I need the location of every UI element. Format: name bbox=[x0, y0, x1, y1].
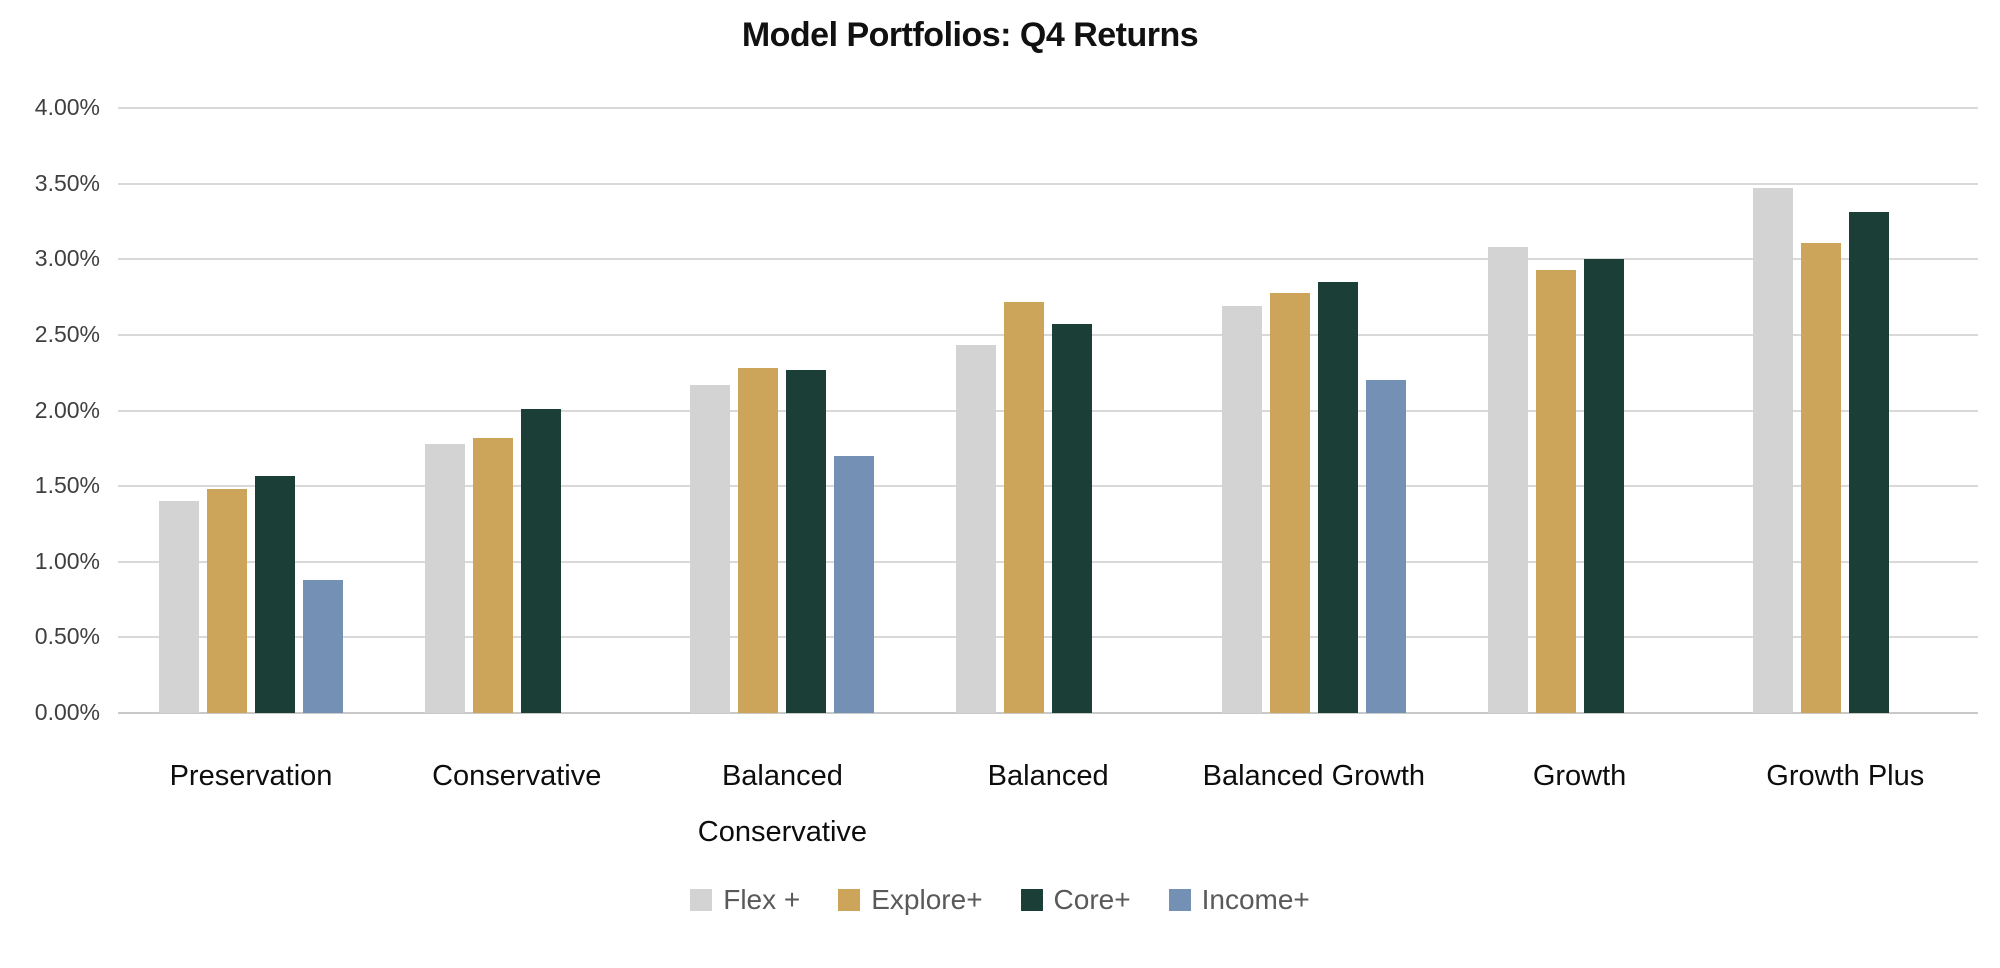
x-category-label: Conservative bbox=[432, 760, 602, 792]
gridline bbox=[118, 182, 1978, 185]
bar-flex-growth-plus bbox=[1753, 188, 1794, 713]
x-category-label: Growth bbox=[1532, 760, 1627, 792]
gridline bbox=[118, 333, 1978, 336]
bar-flex-balanced bbox=[956, 345, 997, 713]
legend-swatch-icon bbox=[838, 889, 861, 911]
legend-swatch-icon bbox=[1020, 889, 1043, 911]
chart-title: Model Portfolios: Q4 Returns bbox=[741, 16, 1199, 54]
bar-flex-balanced-growth bbox=[1221, 306, 1262, 713]
bar-core-preservation bbox=[255, 475, 295, 713]
bar-flex-balanced-conservative bbox=[690, 384, 731, 713]
gridline bbox=[118, 258, 1978, 261]
bar-explore-growth-plus bbox=[1801, 242, 1842, 713]
y-tick-label: 1.00% bbox=[34, 547, 100, 574]
y-tick-label: 2.50% bbox=[34, 320, 100, 347]
x-category-label: Preservation bbox=[169, 760, 333, 792]
bar-explore-balanced bbox=[1004, 301, 1045, 713]
y-tick-label: 0.50% bbox=[34, 623, 100, 650]
x-category-label: Balanced Growth bbox=[1202, 760, 1426, 792]
bar-core-growth bbox=[1583, 259, 1624, 713]
legend-swatch-icon bbox=[1168, 889, 1191, 911]
bar-explore-growth bbox=[1535, 269, 1576, 713]
legend-swatch-icon bbox=[690, 889, 713, 911]
bar-explore-conservative bbox=[472, 437, 513, 713]
y-tick-label: 0.00% bbox=[34, 699, 100, 725]
bar-core-balanced bbox=[1052, 324, 1093, 713]
bar-flex-conservative bbox=[424, 443, 465, 713]
bar-core-balanced-growth bbox=[1317, 281, 1358, 713]
bar-core-conservative bbox=[520, 409, 561, 713]
x-category-label: Balanced Conservative bbox=[697, 760, 868, 848]
bar-explore-balanced-growth bbox=[1269, 292, 1310, 713]
bar-income-balanced-conservative bbox=[834, 455, 875, 713]
gridline bbox=[118, 107, 1978, 109]
bar-core-growth-plus bbox=[1849, 212, 1890, 713]
gridline bbox=[118, 485, 1978, 488]
x-category-label: Balanced bbox=[987, 760, 1109, 792]
legend-label: Income+ bbox=[1201, 884, 1310, 915]
legend-item-income: Income+ bbox=[1168, 884, 1310, 916]
y-tick-label: 3.50% bbox=[34, 169, 100, 196]
plot-area bbox=[118, 107, 1978, 714]
legend-label: Explore+ bbox=[871, 884, 983, 915]
y-tick-label: 1.50% bbox=[34, 472, 100, 499]
bar-core-balanced-conservative bbox=[786, 369, 827, 713]
legend-item-flex: Flex + bbox=[690, 884, 800, 916]
legend-item-core: Core+ bbox=[1020, 884, 1131, 916]
legend-label: Flex + bbox=[723, 884, 801, 915]
x-axis-line bbox=[118, 712, 1978, 714]
bar-income-balanced-growth bbox=[1365, 380, 1406, 713]
gridline bbox=[118, 560, 1978, 563]
legend-item-explore: Explore+ bbox=[838, 884, 983, 916]
bar-flex-growth bbox=[1487, 247, 1528, 713]
bar-flex-preservation bbox=[159, 501, 199, 713]
bar-income-preservation bbox=[303, 579, 343, 713]
y-tick-label: 4.00% bbox=[34, 94, 100, 120]
x-category-label: Growth Plus bbox=[1766, 760, 1925, 792]
y-tick-label: 2.00% bbox=[34, 396, 100, 423]
gridline bbox=[118, 409, 1978, 412]
legend: Flex + Explore+ Core+ Income+ bbox=[0, 884, 2000, 916]
legend-label: Core+ bbox=[1053, 884, 1131, 915]
bar-explore-balanced-conservative bbox=[738, 368, 779, 713]
bar-explore-preservation bbox=[207, 489, 247, 713]
gridline bbox=[118, 636, 1978, 639]
y-tick-label: 3.00% bbox=[34, 245, 100, 272]
